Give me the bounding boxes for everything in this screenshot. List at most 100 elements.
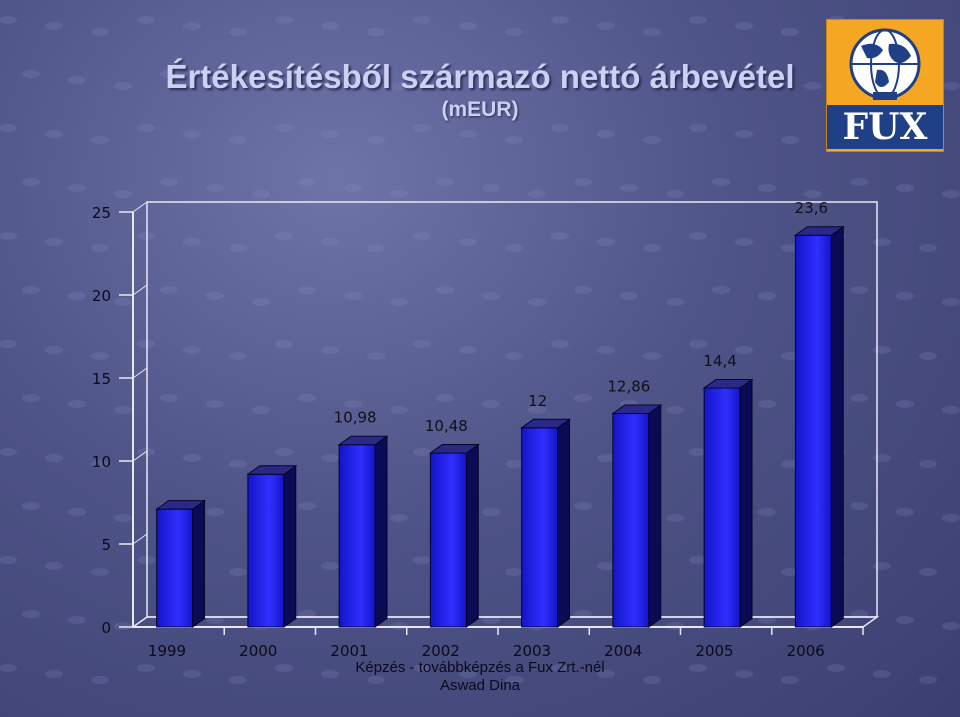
footer-line-2: Aswad Dina <box>439 677 521 694</box>
background-dot <box>275 16 293 24</box>
background-dot <box>91 28 109 36</box>
background-dot <box>896 508 914 516</box>
background-dot <box>758 400 776 408</box>
background-dot <box>505 352 523 360</box>
background-dot <box>620 292 638 300</box>
background-dot <box>459 670 477 678</box>
background-dot <box>275 448 293 456</box>
background-dot <box>252 406 270 414</box>
background-dot <box>367 676 385 684</box>
background-dot <box>666 190 684 198</box>
y-tick-label: 5 <box>101 536 111 554</box>
background-dot <box>896 400 914 408</box>
page-subtitle: (mEUR) <box>441 98 519 121</box>
background-dot <box>68 616 86 624</box>
chart-bars <box>155 225 845 628</box>
bar-front <box>794 234 832 628</box>
background-dot <box>413 16 431 24</box>
background-dot <box>114 82 132 90</box>
background-dot <box>321 670 339 678</box>
background-dot <box>735 22 753 30</box>
fux-logo: FUX <box>826 19 944 152</box>
background-dot <box>275 232 293 240</box>
background-dot <box>229 28 247 36</box>
background-dot <box>68 76 86 84</box>
background-dot <box>114 406 132 414</box>
background-dot <box>758 616 776 624</box>
background-dot <box>183 238 201 246</box>
background-dot <box>712 286 730 294</box>
background-dot <box>459 22 477 30</box>
background-dot <box>643 352 661 360</box>
background-dot <box>0 664 17 672</box>
background-dot <box>942 82 960 90</box>
background-dot <box>298 502 316 510</box>
background-dot <box>298 394 316 402</box>
background-dot <box>45 22 63 30</box>
background-dot <box>229 244 247 252</box>
background-dot <box>919 352 937 360</box>
x-tick-label: 2002 <box>422 642 460 660</box>
background-dot <box>160 178 178 186</box>
y-gridline-stub <box>132 450 148 462</box>
background-dot <box>459 346 477 354</box>
background-dot <box>275 124 293 132</box>
background-dot <box>114 514 132 522</box>
bar-top <box>611 404 663 415</box>
background-dot <box>574 178 592 186</box>
background-dot <box>505 460 523 468</box>
background-dot <box>367 28 385 36</box>
background-dot <box>298 610 316 618</box>
background-dot <box>390 514 408 522</box>
data-label: 12,86 <box>607 378 650 396</box>
bar-front <box>703 387 741 628</box>
background-dot <box>666 514 684 522</box>
background-dot <box>919 244 937 252</box>
background-dot <box>896 184 914 192</box>
background-dot <box>275 664 293 672</box>
background-dot <box>183 22 201 30</box>
background-dot <box>919 568 937 576</box>
background-dot <box>344 76 362 84</box>
background-dot <box>873 670 891 678</box>
bar-2001 <box>337 435 389 628</box>
background-dot <box>896 616 914 624</box>
background-dot <box>758 184 776 192</box>
background-dot <box>298 286 316 294</box>
background-dot <box>758 76 776 84</box>
bar-side <box>557 418 571 628</box>
background-dot <box>436 70 454 78</box>
bar-side <box>283 464 297 628</box>
bar-2003 <box>520 418 572 628</box>
background-dot <box>597 454 615 462</box>
y-gridline-stub <box>132 201 148 213</box>
x-tick-label: 2006 <box>787 642 825 660</box>
bar-side <box>374 435 388 628</box>
background-dot <box>206 76 224 84</box>
bar-side <box>830 225 844 628</box>
background-dot <box>22 502 40 510</box>
background-dot <box>22 286 40 294</box>
background-dot <box>0 340 17 348</box>
background-dot <box>91 244 109 252</box>
background-dot <box>643 676 661 684</box>
background-dot <box>413 124 431 132</box>
background-dot <box>505 244 523 252</box>
background-dot <box>183 130 201 138</box>
y-tick-label: 25 <box>92 204 111 222</box>
bar-top <box>246 465 298 475</box>
background-dot <box>114 622 132 630</box>
background-dot <box>436 394 454 402</box>
background-dot <box>436 286 454 294</box>
y-tick-label: 15 <box>92 370 111 388</box>
background-dot <box>666 298 684 306</box>
background-dot <box>597 130 615 138</box>
background-dot <box>482 76 500 84</box>
bar-top <box>337 435 389 446</box>
y-tick-label: 20 <box>92 287 111 305</box>
background-dot <box>321 238 339 246</box>
bar-front <box>156 508 194 628</box>
x-tick-label: 2000 <box>239 642 277 660</box>
bar-side <box>192 499 206 628</box>
background-dot <box>735 346 753 354</box>
